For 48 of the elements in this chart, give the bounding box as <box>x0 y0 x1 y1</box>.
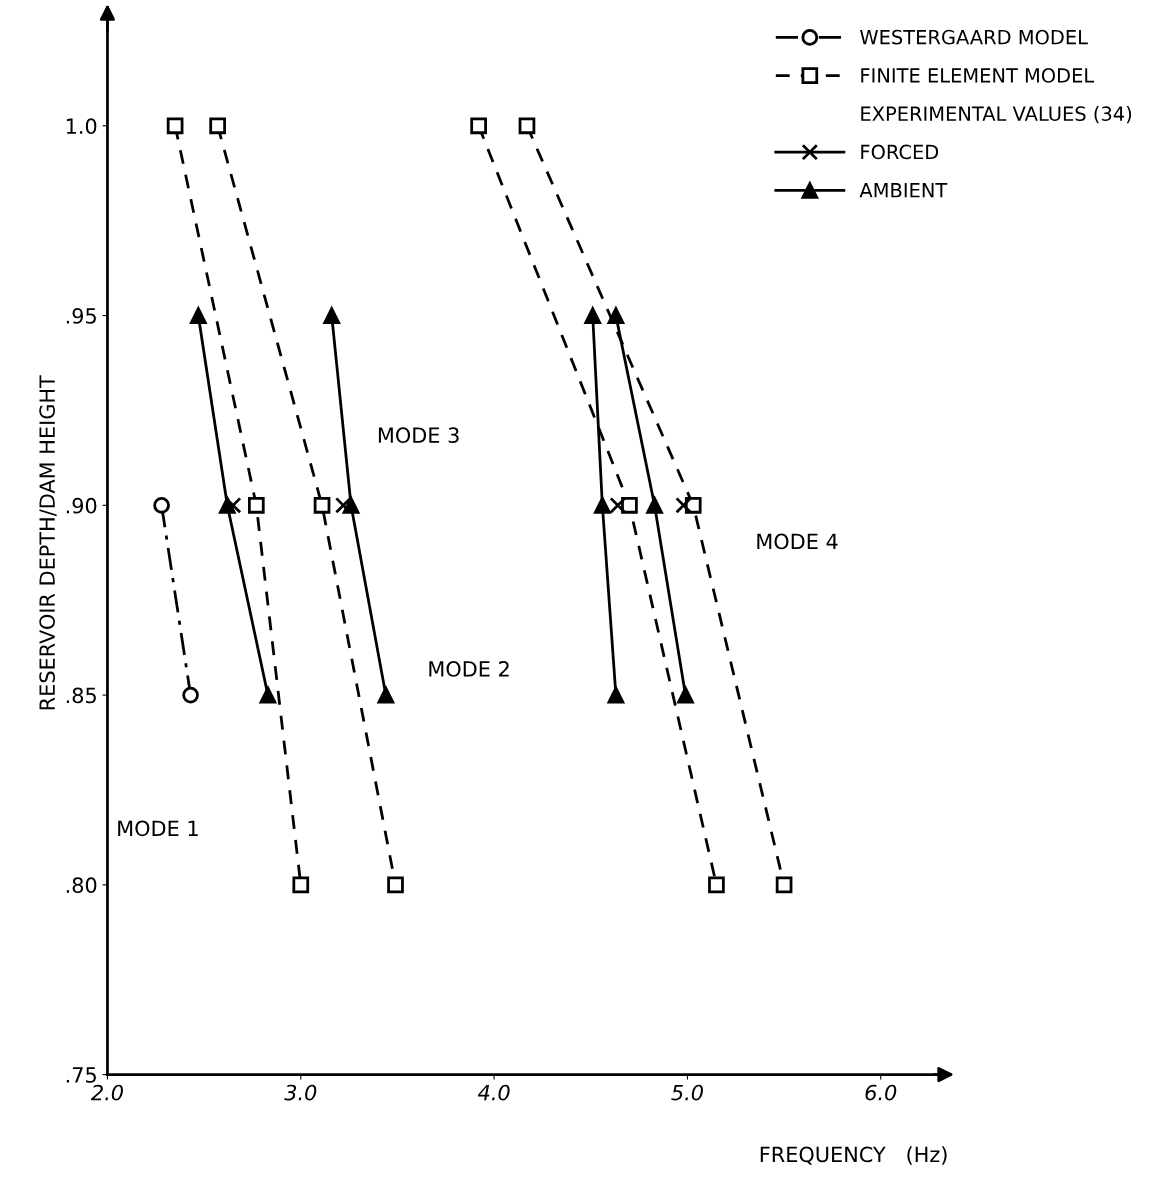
y-tick-label: .75 <box>66 1067 96 1083</box>
x-tick-label: 6.0 <box>865 1084 897 1101</box>
point <box>518 117 536 135</box>
point <box>323 307 341 324</box>
annotation: MODE 1 <box>118 820 198 837</box>
point <box>675 496 692 514</box>
annotation: MODE 4 <box>757 533 838 550</box>
y-tick-label: 1.0 <box>66 118 97 135</box>
point <box>609 496 627 514</box>
annotation: MODE 2 <box>429 661 509 677</box>
point <box>247 496 265 514</box>
point <box>607 307 625 324</box>
x-tick-label: 5.0 <box>671 1084 703 1101</box>
legend-label: FINITE ELEMENT MODEL <box>861 68 1095 83</box>
legend-label: FORCED <box>861 144 939 160</box>
point <box>209 117 226 135</box>
annotation: MODE 3 <box>378 427 459 444</box>
point <box>189 307 207 324</box>
point <box>387 876 404 894</box>
point <box>218 496 236 514</box>
y-tick-label: .80 <box>66 877 97 894</box>
point <box>677 686 694 704</box>
point <box>182 686 199 704</box>
point <box>153 496 170 514</box>
annotation: EXPERIMENTAL VALUES (34) <box>861 105 1132 124</box>
x-tick-label: 3.0 <box>284 1084 317 1101</box>
y-tick-label: .90 <box>66 497 97 514</box>
point <box>470 117 487 135</box>
point <box>594 496 611 514</box>
point <box>584 307 602 324</box>
point <box>259 686 277 704</box>
point <box>607 686 625 704</box>
point <box>292 876 310 894</box>
y-axis-title: RESERVOIR DEPTH/DAM HEIGHT <box>39 375 57 710</box>
legend-label: WESTERGAARD MODEL <box>860 29 1088 45</box>
point <box>313 496 331 514</box>
point <box>708 876 725 894</box>
legend-label: AMBIENT <box>859 183 948 198</box>
y-tick-label: .85 <box>66 687 96 704</box>
point <box>646 496 663 514</box>
x-tick-label: 2.0 <box>90 1084 123 1101</box>
point <box>342 496 360 514</box>
y-tick-label: .95 <box>66 308 96 324</box>
x-tick-label: 4.0 <box>477 1084 510 1101</box>
point <box>166 117 184 135</box>
point <box>377 686 395 704</box>
point <box>775 876 793 894</box>
x-axis-title: FREQUENCY (Hz) <box>760 1146 947 1165</box>
